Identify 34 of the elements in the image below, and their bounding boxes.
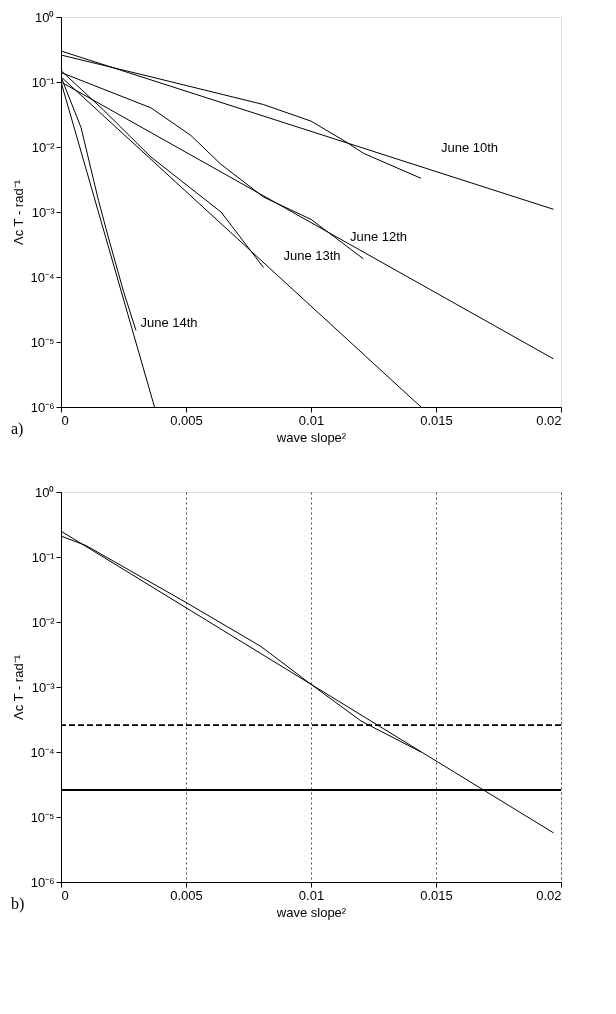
annotation: June 10th	[440, 140, 499, 156]
x-tick-label: 0.015	[420, 887, 453, 903]
y-tick-label: 10⁻¹	[31, 549, 56, 565]
x-tick-label: 0.01	[298, 412, 325, 428]
y-tick-label: 10⁻³	[31, 204, 56, 220]
y-tick-label: 10⁻⁶	[30, 874, 55, 890]
y-tick-label: 10⁻⁴	[30, 744, 55, 760]
x-tick-label: 0	[61, 412, 69, 428]
x-tick-label: 0.02	[536, 412, 562, 428]
y-tick-label: 10⁻⁴	[30, 269, 55, 285]
x-axis-title: wave slope²	[275, 904, 347, 920]
y-axis-title: Λc T - rad⁻¹	[11, 654, 27, 720]
y-tick-label: 10⁻³	[31, 679, 56, 695]
y-tick-label: 10⁰	[35, 9, 55, 25]
x-axis-title: wave slope²	[275, 429, 347, 445]
y-tick-label: 10⁻⁶	[30, 399, 55, 415]
annotation: June 12th	[349, 229, 408, 245]
y-tick-label: 10⁻¹	[31, 74, 56, 90]
y-tick-label: 10⁻⁵	[30, 809, 55, 825]
y-tick-label: 10⁻²	[31, 614, 56, 630]
text: a)	[11, 420, 24, 438]
y-tick-label: 10⁻²	[31, 139, 56, 155]
y-axis-title: Λc T - rad⁻¹	[11, 179, 27, 245]
x-tick-label: 0.005	[170, 887, 203, 903]
x-tick-label: 0.015	[420, 412, 453, 428]
y-tick-label: 10⁰	[35, 484, 55, 500]
annotation: June 14th	[140, 315, 198, 331]
x-tick-label: 0	[61, 887, 69, 903]
text: b)	[11, 895, 25, 913]
annotation: June 13th	[283, 248, 341, 264]
y-tick-label: 10⁻⁵	[30, 334, 55, 350]
x-tick-label: 0.005	[170, 412, 203, 428]
x-tick-label: 0.01	[298, 887, 325, 903]
x-tick-label: 0.02	[536, 887, 562, 903]
